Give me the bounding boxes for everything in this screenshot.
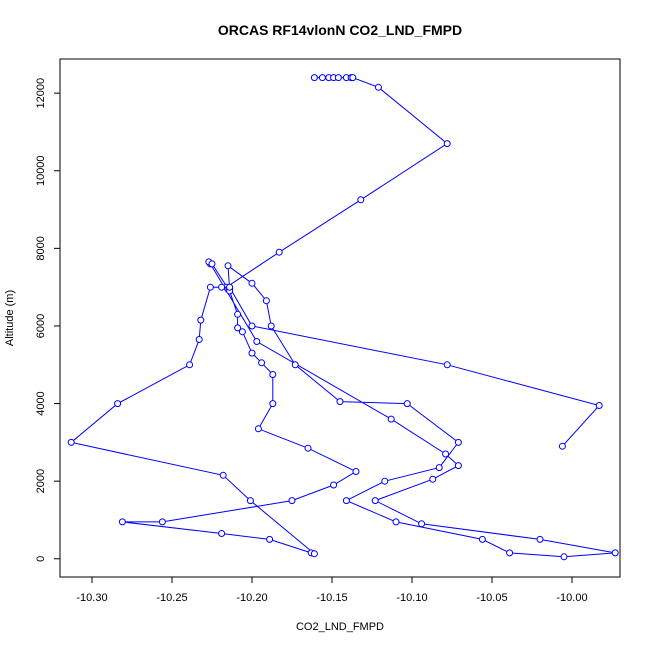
x-tick-label: -10.30 <box>76 592 107 604</box>
data-point <box>330 481 338 489</box>
data-point <box>254 425 262 433</box>
data-point <box>226 283 234 291</box>
data-point <box>224 262 232 270</box>
data-point <box>269 371 277 378</box>
data-point <box>208 260 216 268</box>
data-point <box>374 83 382 91</box>
data-point <box>536 535 544 543</box>
data-point <box>560 553 568 561</box>
data-point <box>195 336 203 343</box>
y-axis-label: Altitude (m) <box>4 290 16 346</box>
data-point <box>342 497 350 505</box>
data-point <box>349 74 357 82</box>
data-point <box>318 74 326 82</box>
data-point <box>454 438 462 446</box>
x-axis: -10.30 -10.25 -10.20 -10.15 -10.10 -10.05 -10.… <box>76 577 588 604</box>
data-point <box>269 400 277 408</box>
y-tick-label: 10000 <box>35 155 47 186</box>
data-point <box>158 518 166 526</box>
chart-title: ORCAS RF14vlonN CO2_LND_FMPD <box>218 22 462 38</box>
y-tick-label: 6000 <box>35 314 47 338</box>
data-point <box>595 402 603 409</box>
data-point <box>442 450 450 458</box>
y-tick-label: 4000 <box>35 391 47 415</box>
data-point <box>357 196 365 204</box>
data-point <box>429 475 437 483</box>
data-point <box>248 279 256 287</box>
data-point <box>291 361 299 369</box>
data-point <box>275 248 283 256</box>
data-point <box>418 520 426 528</box>
data-point <box>558 442 566 450</box>
data-point <box>611 549 619 557</box>
data-point <box>478 535 486 543</box>
data-point <box>248 349 256 357</box>
series-layer <box>67 74 619 561</box>
plot-frame <box>59 58 621 578</box>
data-point <box>304 444 312 452</box>
x-axis-label: CO2_LND_FMPD <box>296 621 384 633</box>
x-tick-label: -10.00 <box>556 592 587 604</box>
data-point <box>234 310 242 318</box>
y-tick-label: 8000 <box>35 236 47 260</box>
x-tick-label: -10.10 <box>396 592 427 604</box>
data-point <box>506 549 514 557</box>
data-point <box>246 497 254 505</box>
x-tick-label: -10.05 <box>476 592 507 604</box>
data-point <box>67 438 75 446</box>
data-point <box>334 74 342 82</box>
data-point <box>219 471 227 479</box>
data-point <box>310 74 318 82</box>
y-axis: 0 2000 4000 6000 8000 10000 12000 <box>35 78 60 562</box>
data-point <box>371 497 379 505</box>
data-point <box>310 550 318 558</box>
data-point <box>218 283 226 291</box>
data-point <box>114 400 122 408</box>
data-point <box>387 415 395 423</box>
data-point <box>454 462 462 470</box>
data-point <box>234 324 242 332</box>
data-point <box>443 140 451 148</box>
data-point <box>443 361 451 369</box>
data-point <box>381 477 389 485</box>
y-tick-label: 0 <box>35 556 47 562</box>
data-point <box>248 322 256 330</box>
series-line <box>70 77 616 558</box>
data-point <box>253 338 261 345</box>
y-tick-label: 2000 <box>35 469 47 493</box>
data-point <box>218 530 226 537</box>
data-point <box>258 359 266 367</box>
data-point <box>352 468 360 475</box>
data-point <box>186 361 194 369</box>
data-point <box>267 322 275 330</box>
data-point <box>288 497 296 505</box>
data-point <box>392 518 400 526</box>
data-point <box>403 400 411 408</box>
y-tick-label: 12000 <box>35 78 47 109</box>
x-tick-label: -10.20 <box>236 592 267 604</box>
data-point <box>336 398 344 406</box>
data-point <box>118 518 126 526</box>
data-point <box>262 297 270 305</box>
data-point <box>266 535 274 543</box>
data-point <box>238 328 246 336</box>
x-tick-label: -10.25 <box>156 592 187 604</box>
data-point <box>435 464 443 472</box>
data-point <box>206 283 214 291</box>
data-point <box>197 316 205 324</box>
x-tick-label: -10.15 <box>316 592 347 604</box>
